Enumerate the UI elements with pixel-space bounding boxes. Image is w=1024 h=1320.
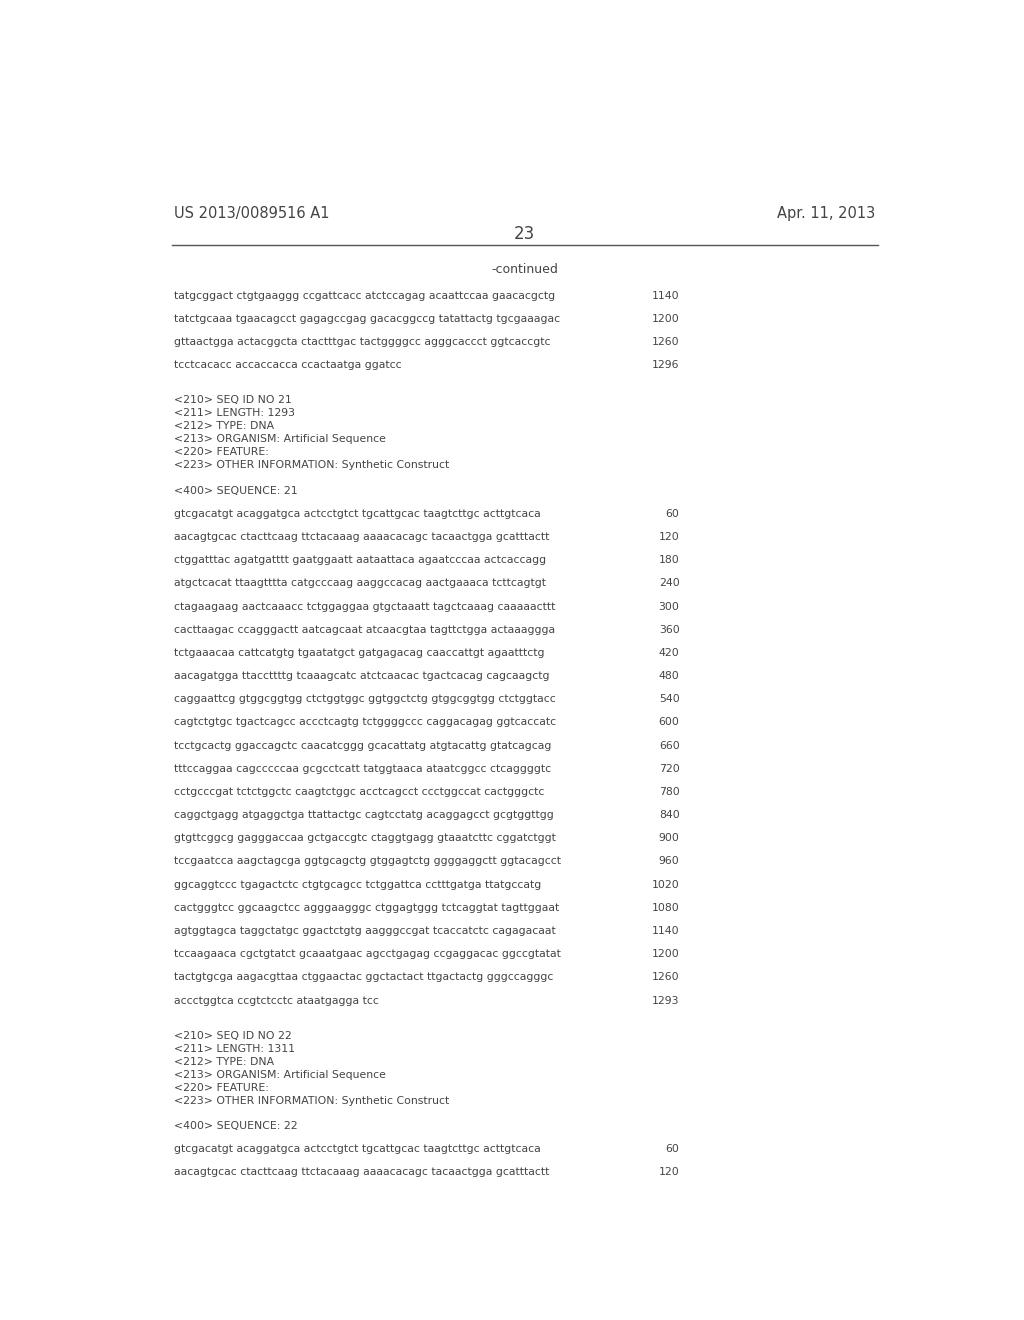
Text: 360: 360 — [658, 624, 680, 635]
Text: <213> ORGANISM: Artificial Sequence: <213> ORGANISM: Artificial Sequence — [174, 434, 386, 445]
Text: 60: 60 — [666, 1144, 680, 1154]
Text: tcctgcactg ggaccagctc caacatcggg gcacattatg atgtacattg gtatcagcag: tcctgcactg ggaccagctc caacatcggg gcacatt… — [174, 741, 551, 751]
Text: <211> LENGTH: 1293: <211> LENGTH: 1293 — [174, 408, 295, 418]
Text: tttccaggaa cagcccccaa gcgcctcatt tatggtaaca ataatcggcc ctcaggggtc: tttccaggaa cagcccccaa gcgcctcatt tatggta… — [174, 764, 551, 774]
Text: 240: 240 — [658, 578, 680, 589]
Text: US 2013/0089516 A1: US 2013/0089516 A1 — [174, 206, 330, 222]
Text: aacagtgcac ctacttcaag ttctacaaag aaaacacagc tacaactgga gcatttactt: aacagtgcac ctacttcaag ttctacaaag aaaacac… — [174, 532, 550, 543]
Text: 480: 480 — [658, 671, 680, 681]
Text: -continued: -continued — [492, 263, 558, 276]
Text: <223> OTHER INFORMATION: Synthetic Construct: <223> OTHER INFORMATION: Synthetic Const… — [174, 1096, 450, 1106]
Text: 180: 180 — [658, 556, 680, 565]
Text: 660: 660 — [658, 741, 680, 751]
Text: cacttaagac ccagggactt aatcagcaat atcaacgtaa tagttctgga actaaaggga: cacttaagac ccagggactt aatcagcaat atcaacg… — [174, 624, 555, 635]
Text: 120: 120 — [658, 532, 680, 543]
Text: tactgtgcga aagacgttaa ctggaactac ggctactact ttgactactg gggccagggc: tactgtgcga aagacgttaa ctggaactac ggctact… — [174, 973, 553, 982]
Text: 1296: 1296 — [652, 360, 680, 370]
Text: gtgttcggcg gagggaccaa gctgaccgtc ctaggtgagg gtaaatcttc cggatctggt: gtgttcggcg gagggaccaa gctgaccgtc ctaggtg… — [174, 833, 556, 843]
Text: <220> FEATURE:: <220> FEATURE: — [174, 1082, 269, 1093]
Text: 600: 600 — [658, 718, 680, 727]
Text: gttaactgga actacggcta ctactttgac tactggggcc agggcaccct ggtcaccgtc: gttaactgga actacggcta ctactttgac tactggg… — [174, 337, 551, 347]
Text: tcctcacacc accaccacca ccactaatga ggatcc: tcctcacacc accaccacca ccactaatga ggatcc — [174, 360, 401, 370]
Text: accctggtca ccgtctcctc ataatgagga tcc: accctggtca ccgtctcctc ataatgagga tcc — [174, 995, 379, 1006]
Text: 420: 420 — [658, 648, 680, 657]
Text: <210> SEQ ID NO 22: <210> SEQ ID NO 22 — [174, 1031, 292, 1041]
Text: 1260: 1260 — [652, 973, 680, 982]
Text: gtcgacatgt acaggatgca actcctgtct tgcattgcac taagtcttgc acttgtcaca: gtcgacatgt acaggatgca actcctgtct tgcattg… — [174, 1144, 541, 1154]
Text: 900: 900 — [658, 833, 680, 843]
Text: 1140: 1140 — [652, 927, 680, 936]
Text: <400> SEQUENCE: 21: <400> SEQUENCE: 21 — [174, 486, 298, 496]
Text: tatctgcaaa tgaacagcct gagagccgag gacacggccg tatattactg tgcgaaagac: tatctgcaaa tgaacagcct gagagccgag gacacgg… — [174, 314, 560, 323]
Text: 1260: 1260 — [652, 337, 680, 347]
Text: tatgcggact ctgtgaaggg ccgattcacc atctccagag acaattccaa gaacacgctg: tatgcggact ctgtgaaggg ccgattcacc atctcca… — [174, 290, 555, 301]
Text: 960: 960 — [658, 857, 680, 866]
Text: 23: 23 — [514, 226, 536, 243]
Text: 1200: 1200 — [652, 314, 680, 323]
Text: 1293: 1293 — [652, 995, 680, 1006]
Text: <220> FEATURE:: <220> FEATURE: — [174, 447, 269, 458]
Text: 540: 540 — [658, 694, 680, 705]
Text: aacagatgga ttaccttttg tcaaagcatc atctcaacac tgactcacag cagcaagctg: aacagatgga ttaccttttg tcaaagcatc atctcaa… — [174, 671, 550, 681]
Text: 780: 780 — [658, 787, 680, 797]
Text: <213> ORGANISM: Artificial Sequence: <213> ORGANISM: Artificial Sequence — [174, 1071, 386, 1080]
Text: <211> LENGTH: 1311: <211> LENGTH: 1311 — [174, 1044, 295, 1053]
Text: agtggtagca taggctatgc ggactctgtg aagggccgat tcaccatctc cagagacaat: agtggtagca taggctatgc ggactctgtg aagggcc… — [174, 927, 556, 936]
Text: tctgaaacaa cattcatgtg tgaatatgct gatgagacag caaccattgt agaatttctg: tctgaaacaa cattcatgtg tgaatatgct gatgaga… — [174, 648, 545, 657]
Text: <212> TYPE: DNA: <212> TYPE: DNA — [174, 421, 274, 432]
Text: 1140: 1140 — [652, 290, 680, 301]
Text: ctggatttac agatgatttt gaatggaatt aataattaca agaatcccaa actcaccagg: ctggatttac agatgatttt gaatggaatt aataatt… — [174, 556, 546, 565]
Text: cactgggtcc ggcaagctcc agggaagggc ctggagtggg tctcaggtat tagttggaat: cactgggtcc ggcaagctcc agggaagggc ctggagt… — [174, 903, 559, 913]
Text: <212> TYPE: DNA: <212> TYPE: DNA — [174, 1057, 274, 1067]
Text: 300: 300 — [658, 602, 680, 611]
Text: 1080: 1080 — [652, 903, 680, 913]
Text: caggctgagg atgaggctga ttattactgc cagtcctatg acaggagcct gcgtggttgg: caggctgagg atgaggctga ttattactgc cagtcct… — [174, 810, 554, 820]
Text: gtcgacatgt acaggatgca actcctgtct tgcattgcac taagtcttgc acttgtcaca: gtcgacatgt acaggatgca actcctgtct tgcattg… — [174, 508, 541, 519]
Text: <223> OTHER INFORMATION: Synthetic Construct: <223> OTHER INFORMATION: Synthetic Const… — [174, 461, 450, 470]
Text: 60: 60 — [666, 508, 680, 519]
Text: 1020: 1020 — [652, 879, 680, 890]
Text: cctgcccgat tctctggctc caagtctggc acctcagcct ccctggccat cactgggctc: cctgcccgat tctctggctc caagtctggc acctcag… — [174, 787, 545, 797]
Text: 720: 720 — [658, 764, 680, 774]
Text: tccaagaaca cgctgtatct gcaaatgaac agcctgagag ccgaggacac ggccgtatat: tccaagaaca cgctgtatct gcaaatgaac agcctga… — [174, 949, 561, 960]
Text: 840: 840 — [658, 810, 680, 820]
Text: 120: 120 — [658, 1167, 680, 1177]
Text: caggaattcg gtggcggtgg ctctggtggc ggtggctctg gtggcggtgg ctctggtacc: caggaattcg gtggcggtgg ctctggtggc ggtggct… — [174, 694, 556, 705]
Text: aacagtgcac ctacttcaag ttctacaaag aaaacacagc tacaactgga gcatttactt: aacagtgcac ctacttcaag ttctacaaag aaaacac… — [174, 1167, 550, 1177]
Text: Apr. 11, 2013: Apr. 11, 2013 — [777, 206, 876, 222]
Text: ctagaagaag aactcaaacc tctggaggaa gtgctaaatt tagctcaaag caaaaacttt: ctagaagaag aactcaaacc tctggaggaa gtgctaa… — [174, 602, 555, 611]
Text: ggcaggtccc tgagactctc ctgtgcagcc tctggattca cctttgatga ttatgccatg: ggcaggtccc tgagactctc ctgtgcagcc tctggat… — [174, 879, 542, 890]
Text: cagtctgtgc tgactcagcc accctcagtg tctggggccc caggacagag ggtcaccatc: cagtctgtgc tgactcagcc accctcagtg tctgggg… — [174, 718, 556, 727]
Text: tccgaatcca aagctagcga ggtgcagctg gtggagtctg ggggaggctt ggtacagcct: tccgaatcca aagctagcga ggtgcagctg gtggagt… — [174, 857, 561, 866]
Text: 1200: 1200 — [652, 949, 680, 960]
Text: <400> SEQUENCE: 22: <400> SEQUENCE: 22 — [174, 1121, 298, 1131]
Text: atgctcacat ttaagtttta catgcccaag aaggccacag aactgaaaca tcttcagtgt: atgctcacat ttaagtttta catgcccaag aaggcca… — [174, 578, 546, 589]
Text: <210> SEQ ID NO 21: <210> SEQ ID NO 21 — [174, 396, 292, 405]
